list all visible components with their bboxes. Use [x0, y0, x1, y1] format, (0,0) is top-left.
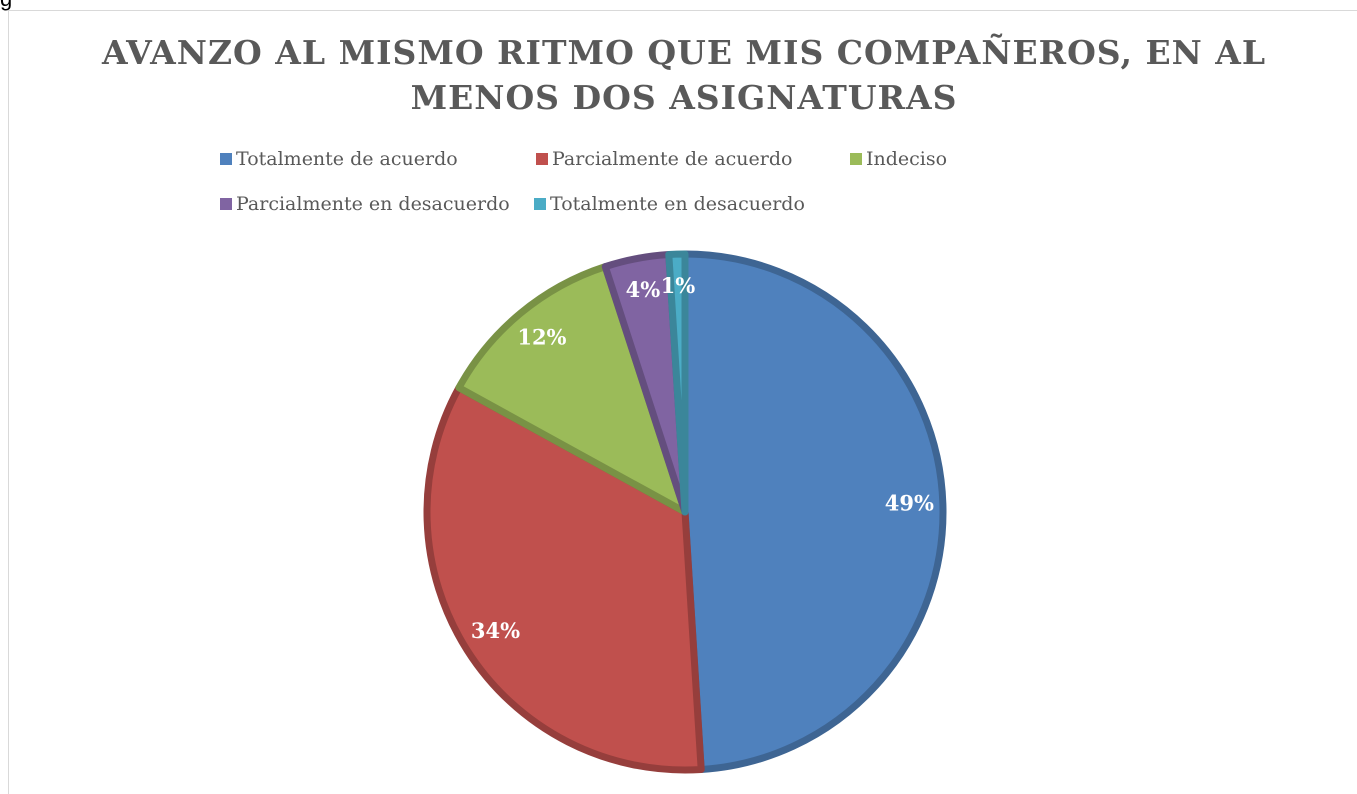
- data-label: 12%: [517, 325, 566, 350]
- legend-swatch: [536, 153, 548, 165]
- data-label: 49%: [885, 490, 934, 515]
- legend-label: Totalmente en desacuerdo: [550, 193, 805, 215]
- legend-label: Totalmente de acuerdo: [236, 148, 458, 170]
- chart-title: AVANZO AL MISMO RITMO QUE MIS COMPAÑEROS…: [101, 33, 1266, 72]
- legend-label: Indeciso: [866, 148, 947, 170]
- pie-slice: [681, 250, 947, 773]
- data-label: 34%: [471, 618, 520, 643]
- legend-label: Parcialmente en desacuerdo: [236, 193, 510, 215]
- chart-title: MENOS DOS ASIGNATURAS: [411, 78, 958, 117]
- data-label: 1%: [661, 273, 696, 298]
- pie-slice: [455, 263, 689, 516]
- legend-swatch: [850, 153, 862, 165]
- caption: g: [0, 0, 12, 12]
- data-label: 4%: [626, 277, 661, 302]
- legend-label: Parcialmente de acuerdo: [552, 148, 792, 170]
- pie-slice: [665, 250, 689, 516]
- legend-swatch: [220, 153, 232, 165]
- legend-swatch: [220, 198, 232, 210]
- legend-swatch: [534, 198, 546, 210]
